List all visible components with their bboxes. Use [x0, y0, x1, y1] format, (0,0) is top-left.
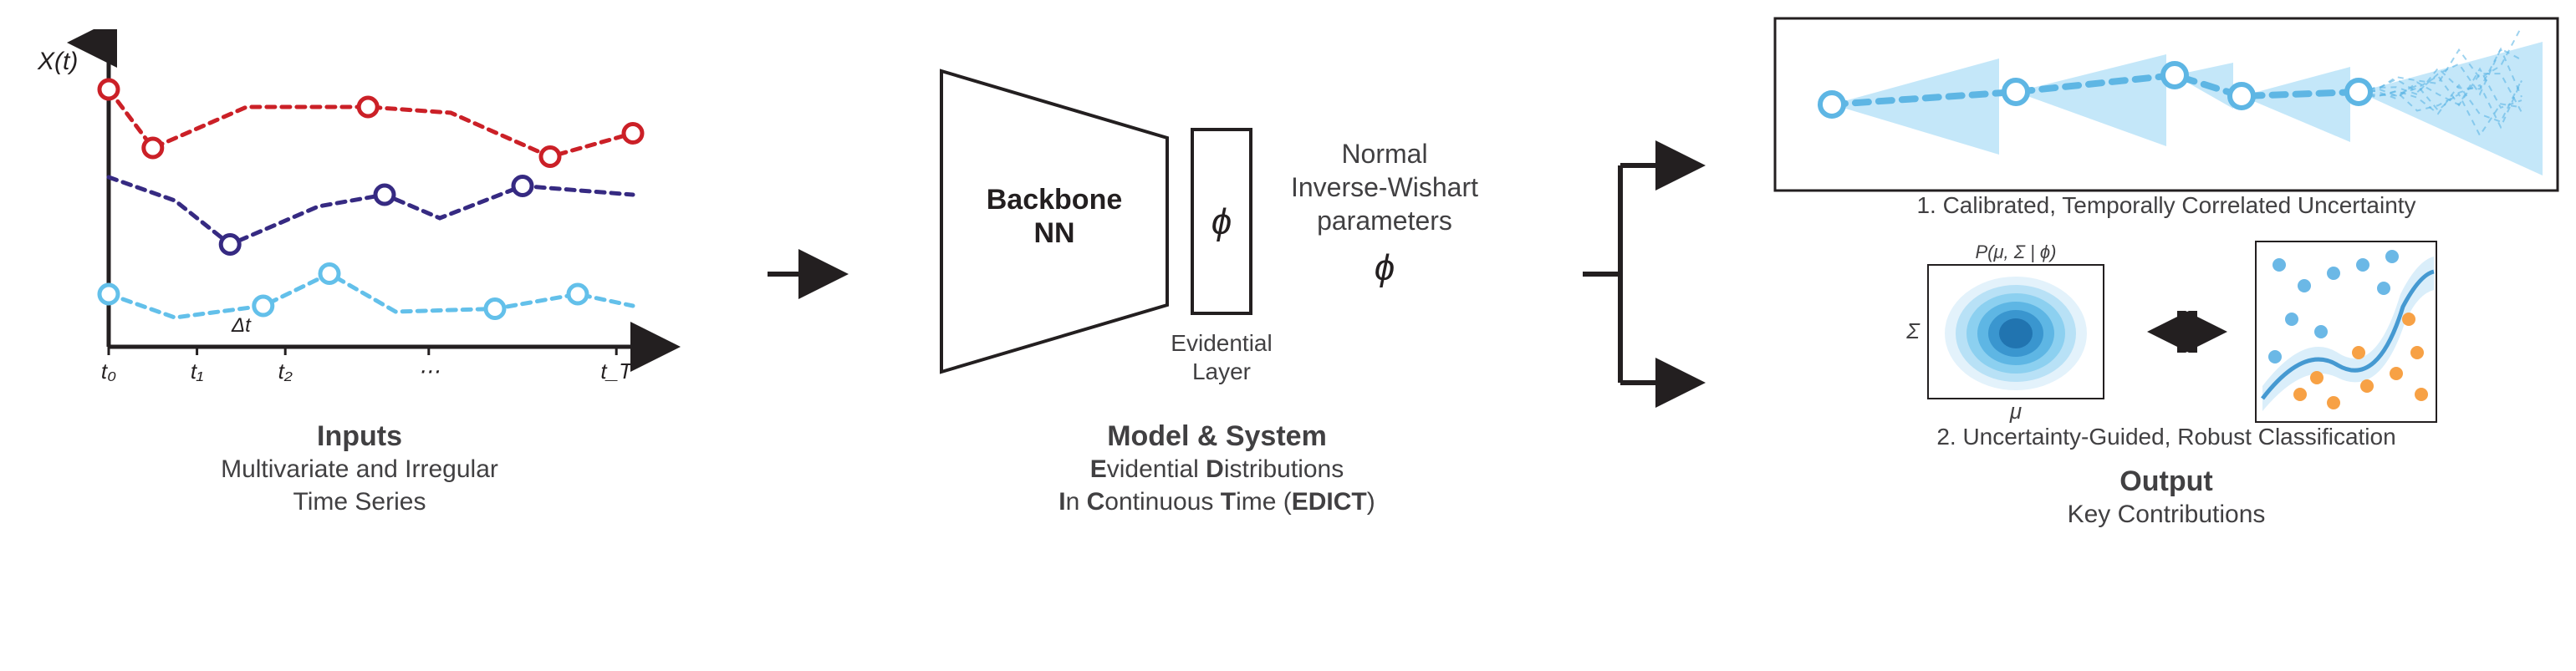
output-title: Output [2119, 465, 2212, 498]
output-row2: P(μ, Σ | ϕ) Σμ [1895, 240, 2438, 424]
uncertainty-fan [1773, 17, 2559, 192]
scatter-plot [2254, 240, 2438, 424]
caption2: 2. Uncertainty-Guided, Robust Classifica… [1936, 424, 2395, 450]
svg-text:X(t): X(t) [37, 48, 78, 75]
svg-text:parameters: parameters [1317, 206, 1452, 236]
svg-text:ϕ: ϕ [1211, 201, 1231, 242]
inputs-panel: X(t) t₀ t₁ t₂ ⋯ t_T Δt Inputs Multivariate and… [17, 29, 702, 518]
svg-text:t_T: t_T [600, 358, 634, 384]
arrow-to-model [759, 249, 860, 299]
model-subtitle: Evidential DistributionsIn Continuous Ti… [1058, 453, 1375, 518]
svg-text:μ: μ [2009, 399, 2022, 424]
svg-text:P(μ, Σ | ϕ): P(μ, Σ | ϕ) [1976, 241, 2057, 262]
svg-text:Inverse-Wishart: Inverse-Wishart [1290, 172, 1477, 202]
svg-text:⋯: ⋯ [418, 358, 440, 384]
svg-text:Normal: Normal [1341, 139, 1427, 169]
model-title: Model & System [1107, 420, 1327, 453]
output-subtitle: Key Contributions [2068, 498, 2266, 531]
svg-text:ϕ: ϕ [1374, 247, 1394, 288]
svg-text:Σ: Σ [1905, 318, 1921, 343]
diagram-container: X(t) t₀ t₁ t₂ ⋯ t_T Δt Inputs Multivariate and… [17, 17, 2559, 531]
svg-text:NN: NN [1033, 217, 1074, 249]
inputs-chart: X(t) t₀ t₁ t₂ ⋯ t_T Δt [17, 29, 702, 405]
arrow-split [1574, 90, 1716, 458]
svg-text:t₁: t₁ [191, 358, 203, 384]
inputs-title: Inputs [317, 420, 402, 453]
caption1: 1. Calibrated, Temporally Correlated Unc… [1916, 192, 2415, 219]
model-diagram: BackboneNN ϕ EvidentialLayer NormalInverse-… [916, 29, 1518, 405]
svg-text:t₀: t₀ [101, 358, 116, 384]
model-panel: BackboneNN ϕ EvidentialLayer NormalInverse-… [916, 29, 1518, 518]
bidirectional-arrow [2145, 311, 2229, 353]
inputs-subtitle: Multivariate and Irregular Time Series [221, 453, 498, 518]
svg-text:Δt: Δt [231, 314, 252, 337]
contour-plot: P(μ, Σ | ϕ) Σμ [1895, 240, 2120, 424]
svg-text:Layer: Layer [1191, 358, 1250, 384]
svg-text:Evidential: Evidential [1171, 330, 1272, 356]
svg-text:Backbone: Backbone [986, 184, 1122, 216]
output-panel: 1. Calibrated, Temporally Correlated Unc… [1773, 17, 2559, 531]
svg-text:t₂: t₂ [278, 358, 293, 384]
